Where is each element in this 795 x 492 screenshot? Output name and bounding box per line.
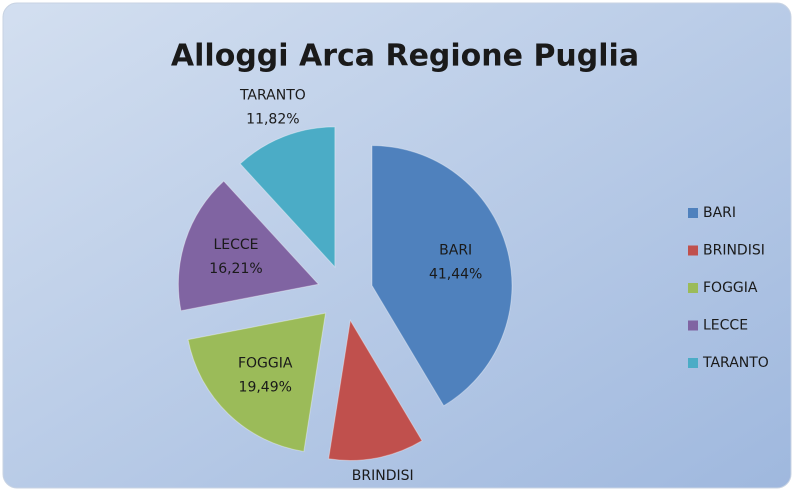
slice-category-label: BRINDISI (352, 468, 414, 484)
legend-swatch (688, 358, 698, 368)
legend-swatch (688, 245, 698, 256)
slice-value-label: 11,82% (246, 112, 299, 128)
slice-value-label: 19,49% (239, 380, 292, 396)
pie-slice (177, 180, 320, 312)
slice-category-label: BARI (439, 242, 472, 258)
slice-value-label: 41,44% (429, 266, 482, 282)
legend-label: BARI (703, 205, 736, 221)
legend-swatch (688, 283, 698, 293)
legend-swatch (688, 320, 698, 331)
legend-label: FOGGIA (703, 280, 758, 296)
legend-label: BRINDISI (703, 243, 765, 259)
legend-label: LECCE (703, 318, 748, 334)
slice-value-label: 16,21% (209, 261, 262, 277)
slice-category-label: LECCE (213, 237, 258, 253)
pie-slice (187, 312, 327, 453)
pie-slice (328, 319, 423, 461)
slice-category-label: TARANTO (239, 88, 306, 104)
chart-title: Alloggi Arca Regione Puglia (171, 39, 639, 74)
slice-category-label: FOGGIA (238, 356, 293, 372)
pie-slice (371, 145, 513, 407)
legend-swatch (688, 208, 698, 218)
pie-slice (239, 126, 336, 269)
legend-label: TARANTO (702, 355, 769, 371)
